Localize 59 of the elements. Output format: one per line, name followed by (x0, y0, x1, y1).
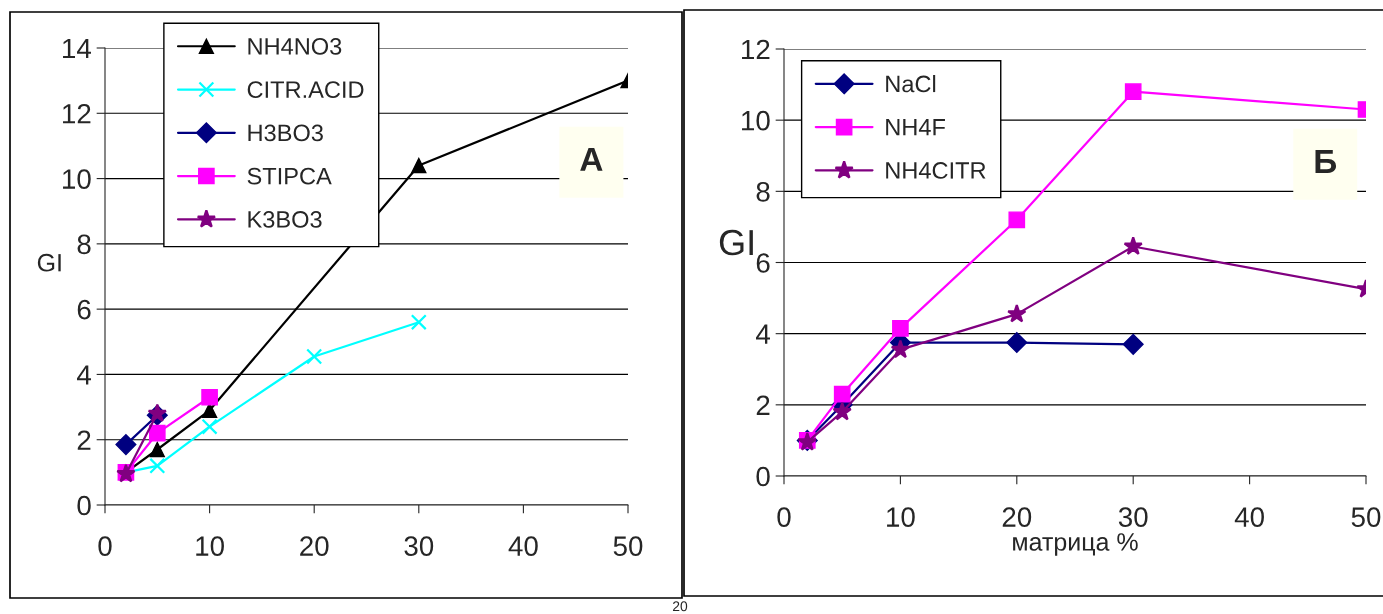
x-tick-label: 50 (1351, 507, 1381, 527)
x-tick-label: 40 (508, 536, 538, 556)
y-tick-label: 10 (742, 110, 770, 131)
point (890, 339, 911, 359)
y-tick-label: 12 (742, 39, 770, 60)
legend-label: NH4NO3 (248, 38, 342, 55)
y-tick-label: 10 (63, 169, 91, 189)
y-tick-label: 8 (77, 234, 91, 255)
point (1123, 236, 1143, 255)
point (1008, 211, 1026, 229)
y-tick-label: 6 (756, 253, 770, 273)
x-tick-label: 20 (1002, 507, 1032, 527)
y-tick-label: 0 (756, 466, 770, 487)
point (1122, 333, 1144, 355)
annotation: А (580, 147, 603, 171)
legend-label: NH4F (886, 119, 945, 136)
legend-label: NaCl (886, 74, 936, 93)
annotation: Б (1315, 149, 1337, 173)
legend-label: STIPCA (247, 167, 332, 185)
x-tick-label: 30 (1118, 507, 1148, 527)
point (1006, 332, 1028, 354)
point (115, 434, 137, 456)
y-tick-label: 2 (756, 395, 770, 415)
point (148, 424, 166, 442)
legend-label: K3BO3 (248, 211, 322, 228)
y-tick-label: 8 (756, 182, 770, 202)
y-axis-title: GI (37, 253, 61, 272)
legend-label: H3BO3 (248, 124, 323, 142)
y-tick-label: 14 (63, 38, 91, 59)
point (201, 418, 218, 435)
point (411, 157, 427, 174)
x-tick-label: 10 (196, 536, 224, 556)
point (832, 401, 852, 421)
y-tick-label: 4 (756, 324, 770, 344)
point (201, 388, 218, 406)
point (149, 457, 166, 474)
x-tick-label: 40 (1234, 507, 1264, 527)
x-tick-label: 0 (98, 536, 112, 556)
y-axis-title: GI (719, 229, 753, 256)
x-tick-label: 0 (777, 507, 791, 527)
y-tick-label: 2 (77, 430, 91, 450)
y-tick-label: 12 (63, 103, 91, 124)
legend-label: CITR.ACID (247, 81, 364, 99)
legend-label: NH4CITR (886, 162, 986, 179)
point (149, 441, 165, 458)
x-tick-label: 50 (613, 536, 643, 556)
point (1007, 303, 1027, 323)
y-tick-label: 4 (77, 365, 91, 385)
point (410, 314, 427, 331)
point (892, 319, 909, 337)
x-tick-label: 30 (404, 536, 434, 556)
point (833, 385, 851, 403)
x-axis-title: матрица % (1013, 533, 1138, 556)
point (306, 348, 323, 365)
x-tick-label: 10 (887, 507, 915, 527)
x-tick-label: 20 (300, 536, 329, 556)
point (1124, 83, 1142, 101)
y-tick-label: 6 (77, 299, 91, 320)
text: 20 (672, 601, 688, 612)
